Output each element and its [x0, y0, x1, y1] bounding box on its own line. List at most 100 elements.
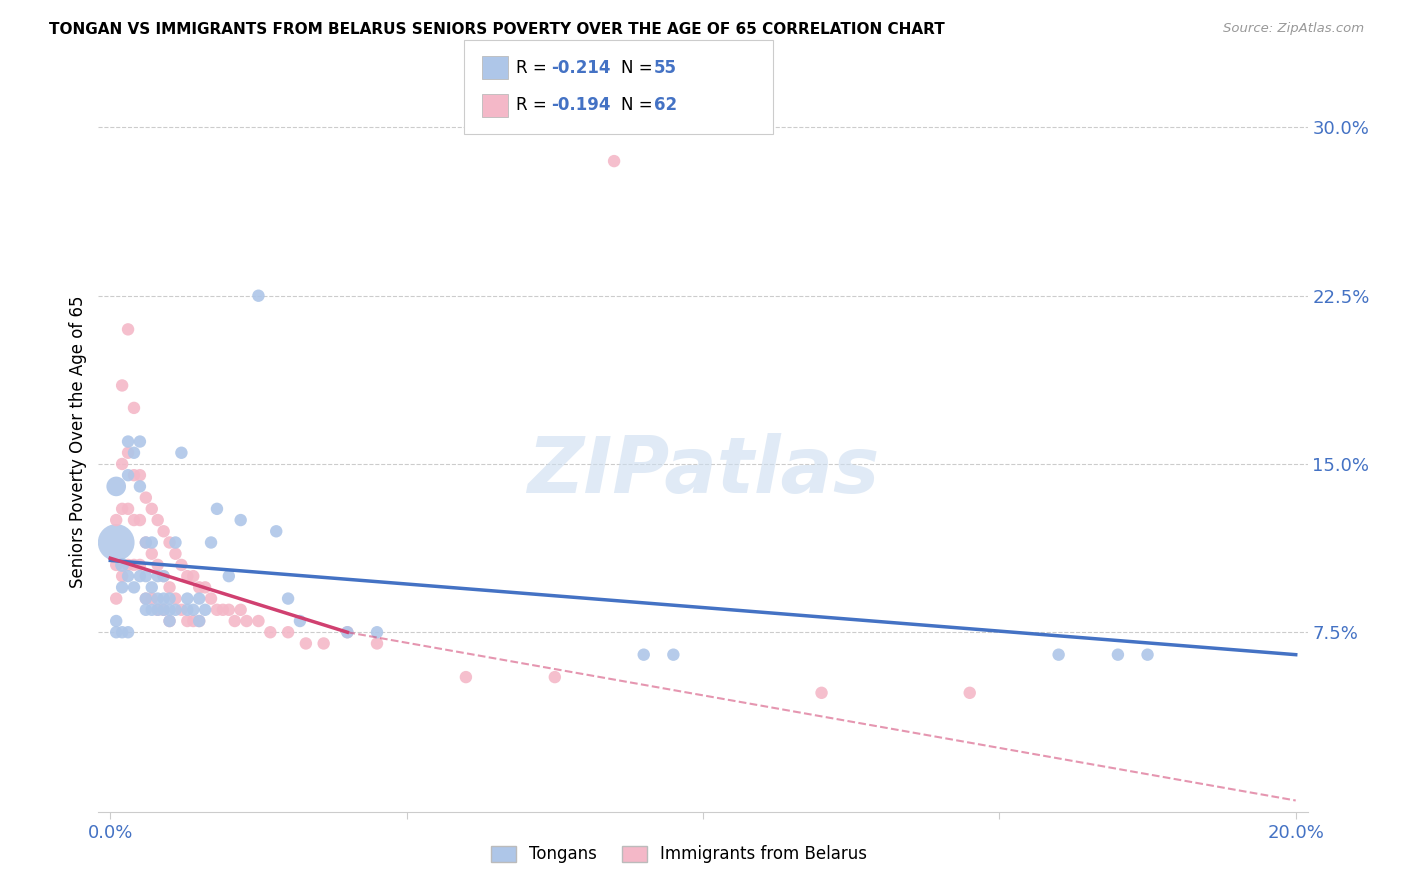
- Point: [117, 558, 139, 572]
- Point: [159, 614, 181, 628]
- Point: [188, 580, 211, 594]
- Point: [165, 603, 187, 617]
- Text: ZIPatlas: ZIPatlas: [527, 434, 879, 509]
- Point: [111, 625, 134, 640]
- Point: [194, 580, 217, 594]
- Point: [152, 524, 174, 539]
- Point: [176, 569, 198, 583]
- Point: [135, 603, 157, 617]
- Point: [959, 686, 981, 700]
- Point: [135, 535, 157, 549]
- Point: [117, 501, 139, 516]
- Point: [122, 401, 145, 415]
- Point: [146, 603, 169, 617]
- Point: [188, 614, 211, 628]
- Point: [205, 603, 228, 617]
- Point: [181, 569, 204, 583]
- Point: [205, 501, 228, 516]
- Point: [277, 625, 299, 640]
- Point: [129, 569, 152, 583]
- Point: [122, 558, 145, 572]
- Point: [194, 603, 217, 617]
- Point: [159, 591, 181, 606]
- Point: [264, 524, 287, 539]
- Text: -0.194: -0.194: [551, 96, 610, 114]
- Point: [544, 670, 567, 684]
- Point: [159, 580, 181, 594]
- Point: [122, 468, 145, 483]
- Point: [129, 479, 152, 493]
- Point: [259, 625, 281, 640]
- Y-axis label: Seniors Poverty Over the Age of 65: Seniors Poverty Over the Age of 65: [69, 295, 87, 588]
- Point: [170, 558, 193, 572]
- Point: [165, 591, 187, 606]
- Point: [212, 603, 235, 617]
- Point: [146, 569, 169, 583]
- Point: [117, 322, 139, 336]
- Point: [229, 513, 252, 527]
- Point: [105, 558, 128, 572]
- Point: [135, 535, 157, 549]
- Text: R =: R =: [516, 59, 553, 77]
- Point: [105, 535, 128, 549]
- Point: [1047, 648, 1070, 662]
- Point: [165, 535, 187, 549]
- Point: [105, 625, 128, 640]
- Point: [176, 603, 198, 617]
- Point: [129, 558, 152, 572]
- Point: [247, 289, 270, 303]
- Point: [105, 479, 128, 493]
- Point: [1107, 648, 1129, 662]
- Point: [662, 648, 685, 662]
- Point: [218, 603, 240, 617]
- Point: [170, 603, 193, 617]
- Point: [454, 670, 477, 684]
- Point: [111, 580, 134, 594]
- Point: [111, 378, 134, 392]
- Point: [141, 580, 163, 594]
- Point: [810, 686, 832, 700]
- Point: [135, 591, 157, 606]
- Point: [111, 501, 134, 516]
- Point: [122, 513, 145, 527]
- Point: [159, 614, 181, 628]
- Point: [141, 547, 163, 561]
- Point: [152, 603, 174, 617]
- Point: [141, 591, 163, 606]
- Point: [188, 591, 211, 606]
- Point: [146, 558, 169, 572]
- Point: [218, 569, 240, 583]
- Point: [235, 614, 257, 628]
- Text: N =: N =: [621, 59, 658, 77]
- Point: [111, 457, 134, 471]
- Text: 62: 62: [654, 96, 676, 114]
- Point: [122, 446, 145, 460]
- Text: 55: 55: [654, 59, 676, 77]
- Point: [224, 614, 246, 628]
- Point: [117, 446, 139, 460]
- Text: -0.214: -0.214: [551, 59, 610, 77]
- Point: [229, 603, 252, 617]
- Point: [200, 535, 222, 549]
- Text: N =: N =: [621, 96, 658, 114]
- Point: [603, 154, 626, 169]
- Text: R =: R =: [516, 96, 553, 114]
- Text: Source: ZipAtlas.com: Source: ZipAtlas.com: [1223, 22, 1364, 36]
- Point: [117, 625, 139, 640]
- Point: [181, 614, 204, 628]
- Point: [1136, 648, 1159, 662]
- Point: [122, 580, 145, 594]
- Point: [117, 434, 139, 449]
- Point: [111, 558, 134, 572]
- Text: TONGAN VS IMMIGRANTS FROM BELARUS SENIORS POVERTY OVER THE AGE OF 65 CORRELATION: TONGAN VS IMMIGRANTS FROM BELARUS SENIOR…: [49, 22, 945, 37]
- Point: [288, 614, 311, 628]
- Point: [247, 614, 270, 628]
- Point: [181, 603, 204, 617]
- Point: [152, 569, 174, 583]
- Point: [633, 648, 655, 662]
- Point: [129, 513, 152, 527]
- Point: [366, 625, 388, 640]
- Point: [188, 614, 211, 628]
- Point: [152, 591, 174, 606]
- Point: [152, 569, 174, 583]
